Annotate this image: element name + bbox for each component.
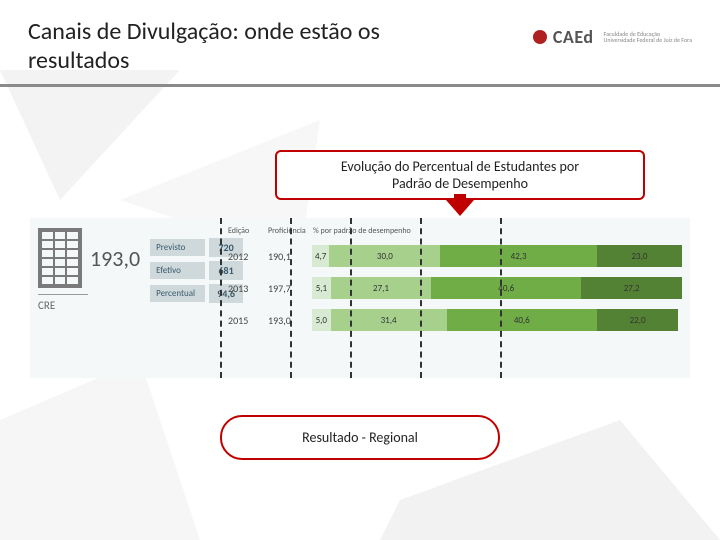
bar-segment: 30,0 [329,245,440,267]
table-rows: 2012 190,1 4,730,042,323,0 2013 197,7 5,127,1… [228,240,682,336]
data-panel: 193,0 CRE Previsto 720 Efetivo 681 Perce… [30,218,690,378]
stat-label: Efetivo [150,262,205,279]
col-prof: Proficiência [268,226,313,236]
caed-logo: CAEd Faculdade de Educação Universidade … [533,26,692,48]
callout-line1: Evolução do Percentual de Estudantes por [287,158,633,175]
bar-segment: 4,7 [312,245,329,267]
callout-line2: Padrão de Desempenho [287,175,633,192]
bar-segment: 22,0 [597,309,678,331]
stacked-bar: 5,127,140,627,2 [312,277,682,299]
cell-edicao: 2013 [228,282,262,295]
region-label: CRE [38,294,88,312]
table-row: 2013 197,7 5,127,140,627,2 [228,272,682,304]
callout-evolucao: Evolução do Percentual de Estudantes por… [275,150,645,216]
logo-brand: CAEd [553,26,594,48]
bar-segment: 40,6 [431,277,581,299]
bar-segment: 27,2 [581,277,682,299]
callout-box: Evolução do Percentual de Estudantes por… [275,150,645,200]
stacked-bar: 5,031,440,622,0 [312,309,682,331]
cell-prof: 193,0 [268,314,306,327]
slide-title: Canais de Divulgação: onde estão os resu… [28,18,458,76]
slide-header: Canais de Divulgação: onde estão os resu… [0,0,720,87]
bar-segment: 27,1 [331,277,431,299]
summary-top: 193,0 CRE Previsto 720 Efetivo 681 Perce… [38,228,212,312]
result-pill: Resultado - Regional [220,415,500,460]
cell-prof: 197,7 [268,282,306,295]
cell-prof: 190,1 [268,250,306,263]
bar-segment: 40,6 [447,309,597,331]
cell-edicao: 2012 [228,250,262,263]
table-block: Edição Proficiência % por padrão de dese… [220,218,690,378]
bar-segment: 23,0 [597,245,682,267]
bar-segment: 31,4 [331,309,447,331]
building-icon [38,228,82,288]
logo-dot-icon [533,30,547,44]
summary-block: 193,0 CRE Previsto 720 Efetivo 681 Perce… [30,218,220,378]
table-row: 2012 190,1 4,730,042,323,0 [228,240,682,272]
col-edicao: Edição [228,226,268,236]
stat-label: Previsto [150,239,205,256]
bar-segment: 5,1 [312,277,331,299]
stacked-bar: 4,730,042,323,0 [312,245,682,267]
cell-edicao: 2015 [228,314,262,327]
stat-label: Percentual [150,285,205,302]
bar-segment: 42,3 [440,245,597,267]
col-pct: % por padrão de desempenho [313,226,682,236]
table-row: 2015 193,0 5,031,440,622,0 [228,304,682,336]
proficiency-value: 193,0 [90,245,140,272]
bar-segment: 5,0 [312,309,331,331]
table-header-row: Edição Proficiência % por padrão de dese… [228,226,682,240]
logo-subtext: Faculdade de Educação Universidade Feder… [600,31,692,43]
arrow-down-icon [446,200,474,216]
